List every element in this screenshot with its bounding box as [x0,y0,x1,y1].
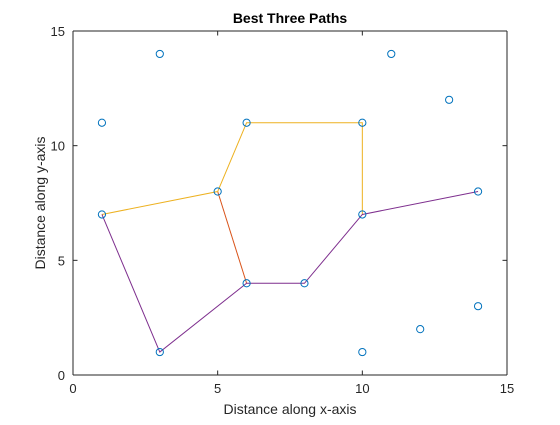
data-point [97,210,107,219]
y-tick-label: 15 [51,24,65,39]
data-points [97,49,483,357]
data-point [387,49,396,59]
x-tick-label: 5 [214,381,221,396]
path-line-2 [101,122,363,215]
x-tick-label: 0 [69,381,76,396]
y-tick-label: 0 [58,368,65,383]
tick-labels: 0 5 10 15 0 5 10 15 [51,24,515,396]
x-tick-label: 10 [355,381,369,396]
path-line-3 [101,191,479,353]
data-point [358,210,367,219]
plot-area [73,31,507,375]
data-point [300,279,309,288]
data-point [445,95,454,104]
data-point [213,187,222,196]
data-point [358,118,367,127]
data-point [473,187,483,196]
data-point [242,118,251,127]
x-tick-label: 15 [500,381,514,396]
axes [72,30,508,376]
data-point [473,302,483,311]
chart-title: Best Three Paths [233,10,348,26]
data-point [155,347,164,357]
y-axis-label: Distance along y-axis [32,136,48,269]
data-point [416,325,425,334]
path-line-1 [217,191,248,284]
data-point [358,347,367,357]
data-point [97,118,107,127]
y-tick-label: 10 [51,139,65,154]
series-lines [101,122,479,353]
x-axis-label: Distance along x-axis [223,401,356,417]
y-tick-label: 5 [58,253,65,268]
data-point [242,279,251,288]
data-point [155,49,164,59]
